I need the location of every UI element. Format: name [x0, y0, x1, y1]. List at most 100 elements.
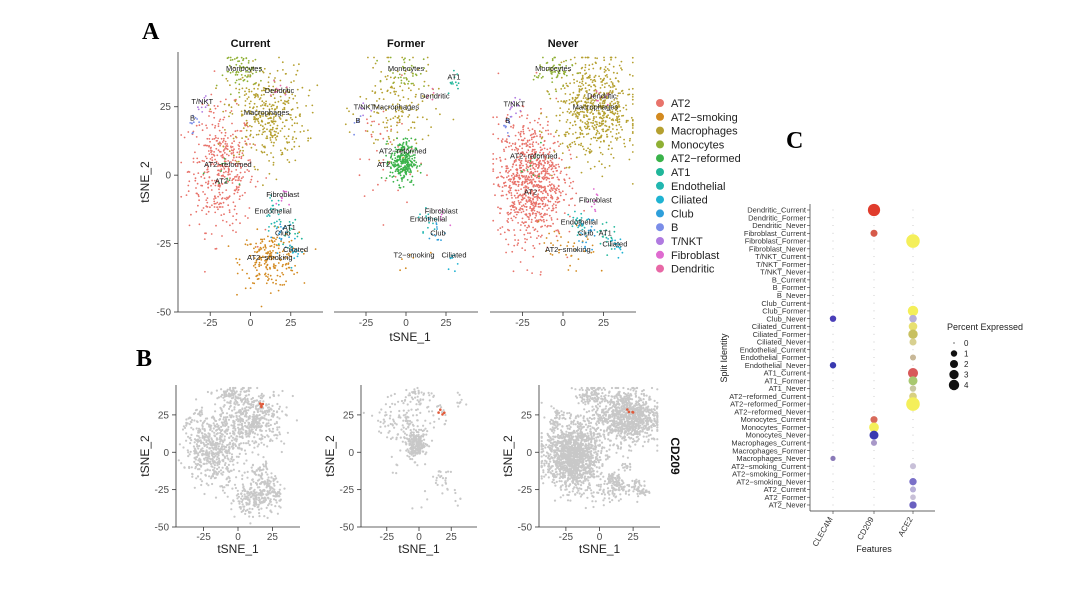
cell-point: [526, 114, 529, 116]
cell-point: [202, 441, 205, 444]
cell-point: [260, 112, 263, 115]
cell-point: [372, 66, 374, 69]
cell-point: [625, 108, 628, 111]
cell-point: [631, 87, 634, 90]
cell-point: [386, 140, 388, 143]
cell-point: [278, 417, 281, 420]
cell-point: [292, 64, 295, 66]
cell-point: [213, 137, 216, 140]
cell-point: [209, 462, 213, 466]
cell-point: [238, 153, 241, 156]
cell-point: [237, 179, 239, 182]
cell-point: [583, 111, 585, 114]
cell-point: [505, 146, 507, 149]
cluster-label: Fibroblast: [266, 190, 300, 199]
cell-point: [270, 105, 273, 108]
cell-point: [409, 173, 412, 176]
cell-point: [213, 434, 216, 437]
cell-point: [195, 136, 198, 138]
cell-point: [297, 249, 299, 252]
cell-point: [221, 428, 224, 432]
cell-point: [569, 264, 571, 267]
cell-point: [230, 439, 234, 442]
cell-point: [223, 491, 226, 494]
cell-point: [412, 256, 415, 259]
cell-point: [238, 435, 241, 438]
cell-point: [386, 160, 389, 163]
cell-point: [411, 157, 414, 160]
cell-point: [211, 474, 214, 477]
cell-point: [608, 117, 611, 119]
cell-point: [283, 107, 286, 109]
cell-point: [427, 217, 430, 219]
cell-point: [617, 92, 620, 95]
cell-point: [214, 158, 217, 161]
cell-point: [196, 420, 199, 424]
cell-point: [268, 428, 271, 431]
cell-point: [553, 135, 555, 138]
cell-point: [230, 106, 233, 109]
cell-point: [256, 250, 259, 253]
cell-point: [551, 187, 553, 190]
cell-point: [218, 182, 220, 185]
cell-point: [541, 192, 544, 195]
x-tick-label: 0: [560, 318, 566, 329]
cell-point: [286, 100, 289, 103]
cell-point: [262, 394, 265, 397]
cell-point: [409, 149, 412, 152]
cell-point: [508, 145, 510, 148]
cell-point: [421, 95, 424, 97]
cell-point: [622, 106, 625, 109]
cell-point: [272, 144, 275, 147]
cell-point: [538, 130, 541, 133]
cell-point: [251, 415, 254, 418]
cell-point: [235, 390, 238, 393]
cell-point: [502, 176, 505, 179]
cell-point: [511, 148, 514, 151]
cell-point: [492, 162, 495, 165]
cell-point: [224, 431, 227, 434]
cell-point: [517, 185, 520, 188]
cell-point: [218, 462, 221, 466]
cell-point: [560, 76, 563, 79]
cell-point: [241, 495, 244, 498]
cell-point: [280, 196, 283, 199]
cell-point: [207, 150, 210, 152]
cell-point: [548, 232, 550, 235]
cell-point: [241, 489, 244, 492]
cell-point: [203, 160, 206, 163]
cell-point: [514, 96, 517, 99]
cell-point: [406, 179, 409, 181]
cell-point: [506, 132, 509, 134]
y-tick-label: -50: [157, 308, 172, 319]
cell-point: [567, 213, 570, 216]
cell-point: [281, 108, 284, 111]
cell-point: [246, 80, 249, 83]
cell-point: [547, 172, 550, 175]
cell-point: [364, 130, 367, 132]
cluster-label: Monocytes: [388, 64, 425, 73]
cell-point: [534, 131, 536, 134]
cell-point: [280, 153, 283, 156]
cell-point: [245, 415, 248, 418]
cell-point: [236, 461, 239, 464]
cell-point: [591, 81, 594, 83]
cell-point: [206, 201, 209, 204]
cell-point: [261, 240, 264, 243]
cell-point: [208, 138, 211, 140]
cell-point: [196, 192, 199, 195]
legend-label: AT2−reformed: [671, 153, 741, 165]
cell-point: [382, 168, 385, 171]
cell-point: [538, 164, 541, 167]
cell-point: [545, 129, 547, 132]
cell-point: [438, 209, 441, 212]
cell-point: [210, 424, 213, 427]
cluster-label: Fibroblast: [579, 196, 613, 205]
cell-point: [274, 505, 277, 508]
cell-point: [283, 100, 286, 102]
cell-point: [235, 257, 238, 260]
cell-point: [267, 413, 270, 416]
cell-point: [411, 121, 414, 124]
cell-point: [575, 192, 578, 195]
cell-point: [284, 231, 287, 234]
